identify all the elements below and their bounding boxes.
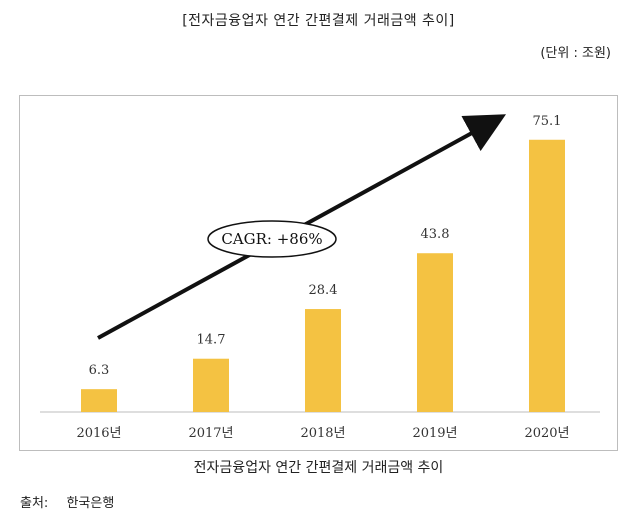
x-tick-label: 2019년 [412,426,457,441]
source-value: 한국은행 [66,496,115,511]
bar-2016년 [81,389,117,412]
bar-2017년 [193,358,229,412]
bar-2020년 [529,139,565,412]
chart-title: [전자금융업자 연간 간편결제 거래금액 추이] [182,13,455,29]
bar-2018년 [305,309,341,412]
bar-2019년 [417,253,453,412]
bars-group: 6.3 2016년 14.7 2017년 28.4 2018년 43.8 2019년 75.1 2… [76,114,569,441]
unit-label: (단위 : 조원) [540,46,611,61]
value-label: 14.7 [197,333,226,348]
bar-chart: 6.3 2016년 14.7 2017년 28.4 2018년 43.8 2019년 75.1 2… [40,114,600,441]
cagr-label: CAGR: +86% [221,230,322,248]
x-tick-label: 2020년 [524,426,569,441]
value-label: 28.4 [309,283,338,298]
value-label: 43.8 [421,227,450,242]
x-tick-label: 2018년 [300,426,345,441]
value-label: 6.3 [89,363,110,378]
figure-caption: 전자금융업자 연간 간편결제 거래금액 추이 [193,460,444,476]
value-label: 75.1 [533,114,562,129]
x-tick-label: 2017년 [188,426,233,441]
chart-frame: 6.3 2016년 14.7 2017년 28.4 2018년 43.8 2019년 75.1 2… [19,95,618,451]
source-line: 출처: 한국은행 [20,492,114,511]
cagr-ellipse [207,220,337,258]
x-tick-label: 2016년 [76,426,121,441]
source-label: 출처: [20,496,49,511]
